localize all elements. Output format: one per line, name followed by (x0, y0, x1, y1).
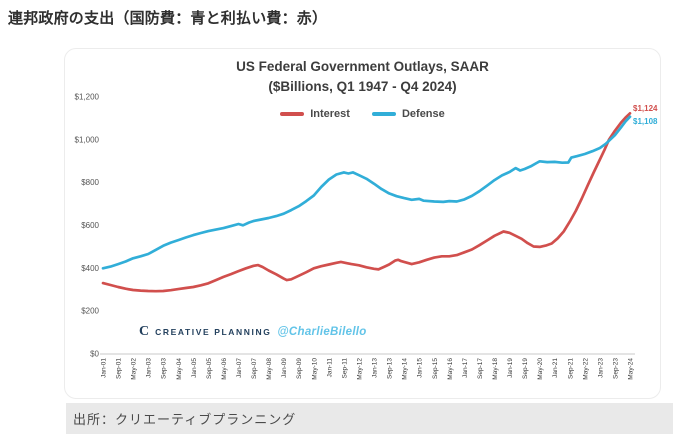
chart-title: US Federal Government Outlays, SAAR (236, 59, 489, 74)
creative-planning-brand: CREATIVE PLANNING (155, 327, 272, 337)
defense-line-swatch-icon (371, 112, 396, 116)
legend: Interest Defense (64, 108, 661, 120)
charlie-bilello-handle: @CharlieBilello (277, 326, 367, 338)
source-caption-bar: 出所：クリエーティブプランニング (66, 403, 673, 434)
interest-line-swatch-icon (280, 112, 305, 116)
legend-label-interest: Interest (310, 108, 350, 120)
source-caption: 出所：クリエーティブプランニング (73, 412, 297, 427)
page-title: 連邦政府の支出（国防費：青と利払い費：赤） (8, 10, 328, 27)
legend-label-defense: Defense (401, 108, 445, 120)
watermark: C CREATIVE PLANNING @CharlieBilello (139, 323, 367, 341)
chart-subtitle: ($Billions, Q1 1947 - Q4 2024) (268, 79, 457, 94)
creative-planning-logo-icon: C (139, 324, 150, 339)
legend-item-defense: Defense (371, 108, 445, 120)
legend-item-interest: Interest (280, 108, 350, 120)
chart-card (64, 48, 661, 399)
